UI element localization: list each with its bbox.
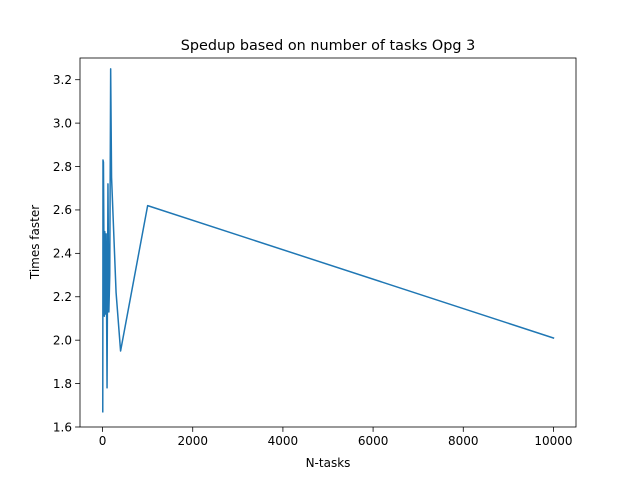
y-tick-label: 1.6 [53, 420, 72, 434]
x-tick-label: 8000 [448, 434, 479, 448]
y-tick-label: 2.4 [53, 247, 72, 261]
axes-frame [79, 57, 577, 428]
x-tick-label: 6000 [358, 434, 389, 448]
y-axis-label: Times faster [28, 205, 42, 280]
y-tick-label: 2.8 [53, 160, 72, 174]
y-tick-label: 3.2 [53, 73, 72, 87]
x-tick-label: 4000 [268, 434, 299, 448]
x-tick-label: 10000 [534, 434, 572, 448]
y-tick-label: 2.0 [53, 333, 72, 347]
plot-area [102, 68, 555, 413]
chart-title: Spedup based on number of tasks Opg 3 [181, 38, 475, 54]
y-tick-label: 2.6 [53, 203, 72, 217]
y-tick-label: 1.8 [53, 377, 72, 391]
axis-ticks: 0 2000 4000 6000 8000 10000 1.6 1.8 2.0 2.2 2.4 2.6… [53, 73, 573, 448]
y-tick-label: 3.0 [53, 116, 72, 130]
y-tick-label: 2.2 [53, 290, 72, 304]
x-tick-label: 0 [99, 434, 107, 448]
x-tick-label: 2000 [177, 434, 208, 448]
series-line [102, 68, 555, 413]
x-axis-label: N-tasks [306, 456, 351, 470]
